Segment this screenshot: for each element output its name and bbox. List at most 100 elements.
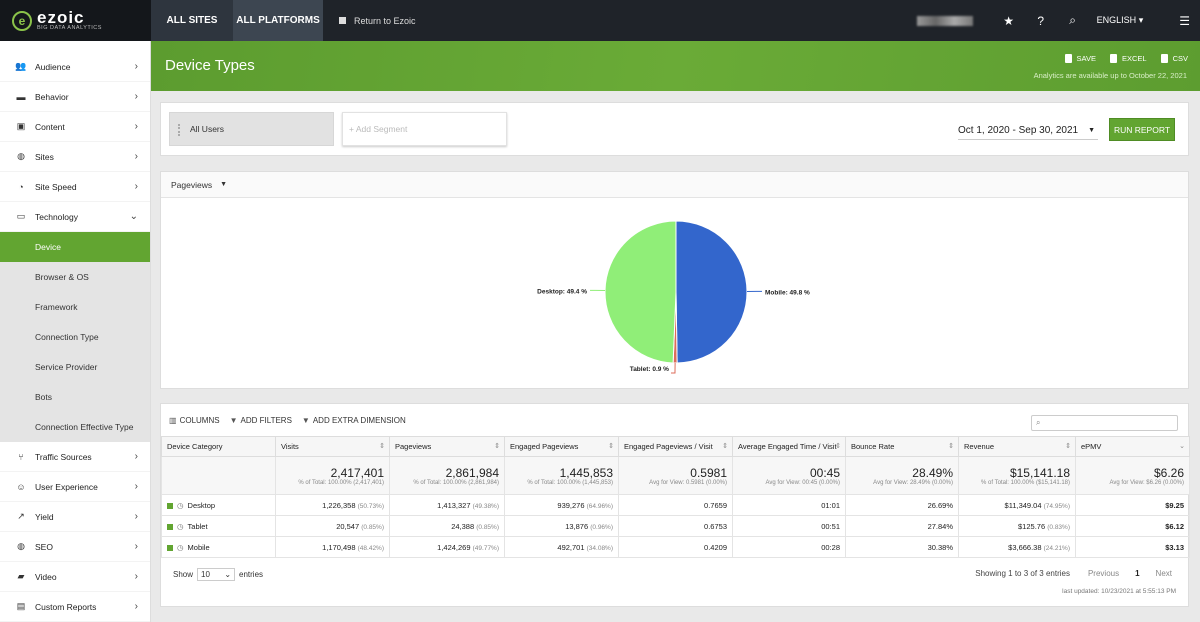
totals-label-cell	[161, 456, 276, 495]
cell-value: $125.76	[1018, 521, 1046, 531]
add-dimension-button[interactable]: ▼ ADD EXTRA DIMENSION	[302, 416, 406, 425]
epmv-cell: $6.12	[1075, 515, 1190, 537]
total-sub: % of Total: 100.00% (2,861,984)	[413, 479, 499, 486]
pie-slice-desktop[interactable]	[604, 220, 677, 364]
reports-icon: ▤	[16, 601, 26, 611]
sidebar-item-user-experience[interactable]: ☺ User Experience ›	[0, 472, 150, 502]
sort-icon: ⇕	[722, 443, 728, 450]
column-header-engaged-pageviews[interactable]: Engaged Pageviews ⇕	[504, 436, 619, 457]
sidebar-sub-connection-effective-type[interactable]: Connection Effective Type	[0, 412, 150, 442]
sidebar-sub-device[interactable]: Device	[0, 232, 150, 262]
sidebar-sub-connection-type[interactable]: Connection Type	[0, 322, 150, 352]
sidebar-item-custom-reports[interactable]: ▤ Custom Reports ›	[0, 592, 150, 622]
sidebar-sub-service-provider[interactable]: Service Provider	[0, 352, 150, 382]
device-pie-chart: Mobile: 49.8 % Tablet: 0.9 % Desktop: 49.4…	[537, 220, 810, 374]
top-right-controls: ★ ? ⌕ ENGLISH ▾ ☰	[916, 0, 1200, 41]
device-name: Mobile	[187, 542, 210, 552]
chevron-right-icon: ›	[134, 91, 138, 102]
entries-select[interactable]: 10 ⌄	[197, 568, 236, 581]
next-page-button[interactable]: Next	[1155, 569, 1172, 578]
sidebar-item-video[interactable]: ▰ Video ›	[0, 562, 150, 592]
metric-select[interactable]: Pageviews ▼	[161, 172, 1188, 198]
sidebar-sub-framework[interactable]: Framework	[0, 292, 150, 322]
column-header-avg-engaged-time[interactable]: Average Engaged Time / Visit ⇕	[732, 436, 846, 457]
segment-all-users[interactable]: All Users	[169, 112, 334, 146]
column-header-revenue[interactable]: Revenue ⇕	[958, 436, 1076, 457]
page-1-button[interactable]: 1	[1135, 569, 1140, 578]
engaged-cell: 492,701 (34.08%)	[504, 536, 619, 558]
sidebar-item-behavior[interactable]: ▬ Behavior ›	[0, 82, 150, 112]
save-button[interactable]: SAVE	[1064, 54, 1096, 63]
top-bar: e ezoic BIG DATA ANALYTICS ALL SITES ALL…	[0, 0, 1200, 41]
column-header-device-category[interactable]: Device Category	[161, 436, 276, 457]
cell-value: 1,413,327	[437, 500, 471, 510]
add-segment-button[interactable]: + Add Segment	[342, 112, 507, 146]
series-color-swatch	[167, 544, 173, 551]
sidebar-item-site-speed[interactable]: ◔ Site Speed ›	[0, 172, 150, 202]
tab-all-sites[interactable]: ALL SITES	[151, 0, 233, 41]
sidebar-item-seo[interactable]: ◍ SEO ›	[0, 532, 150, 562]
column-header-epmv[interactable]: ePMV ⌄	[1075, 436, 1190, 457]
add-filters-button[interactable]: ▼ ADD FILTERS	[230, 416, 292, 425]
sidebar-item-audience[interactable]: 👥 Audience ›	[0, 52, 150, 82]
table-row[interactable]: ◷ Tablet 20,547 (0.85%) 24,388 (0.85%) 13…	[161, 515, 1190, 537]
column-header-pageviews[interactable]: Pageviews ⇕	[389, 436, 505, 457]
sidebar-sub-browser-os[interactable]: Browser & OS	[0, 262, 150, 292]
csv-button[interactable]: CSV	[1160, 54, 1188, 63]
pie-slice-mobile[interactable]	[675, 220, 748, 364]
device-table: Device Category Visits ⇕ Pageviews ⇕ Engag…	[161, 436, 1190, 558]
visits-cell: 20,547 (0.85%)	[275, 515, 390, 537]
filter-icon: ▼	[301, 416, 310, 425]
epv-cell: 0.7659	[618, 494, 733, 516]
table-search-input[interactable]: ⌕	[1031, 415, 1178, 431]
cell-pct: (48.42%)	[357, 544, 384, 552]
excel-button[interactable]: EXCEL	[1109, 54, 1147, 63]
epv-cell: 0.6753	[618, 515, 733, 537]
behavior-icon: ▬	[16, 91, 26, 102]
show-label: Show	[173, 570, 194, 579]
sidebar-item-traffic-sources[interactable]: ⑂ Traffic Sources ›	[0, 442, 150, 472]
table-row[interactable]: ◷ Mobile 1,170,498 (48.42%) 1,424,269 (49…	[161, 536, 1190, 558]
menu-icon[interactable]: ☰	[1179, 13, 1190, 28]
total-sub: Avg for View: 0.5981 (0.00%)	[649, 479, 727, 486]
epmv-cell: $9.25	[1075, 494, 1190, 516]
cell-pct: (74.95%)	[1043, 502, 1070, 510]
save-label: SAVE	[1076, 54, 1096, 63]
totals-cell: 0.5981 Avg for View: 0.5981 (0.00%)	[618, 456, 733, 495]
visits-cell: 1,170,498 (48.42%)	[275, 536, 390, 558]
language-select[interactable]: ENGLISH ▾	[1097, 15, 1144, 26]
save-icon	[1064, 54, 1072, 63]
header-label: Engaged Pageviews / Visit	[624, 442, 713, 451]
table-row[interactable]: ◷ Desktop 1,226,358 (50.73%) 1,413,327 (4…	[161, 494, 1190, 516]
help-icon[interactable]: ?	[1037, 13, 1045, 28]
ezoic-logo[interactable]: e ezoic BIG DATA ANALYTICS	[0, 0, 151, 41]
run-report-button[interactable]: RUN REPORT	[1109, 118, 1175, 141]
column-header-engaged-pageviews-visit[interactable]: Engaged Pageviews / Visit ⇕	[618, 436, 733, 457]
sidebar-sub-bots[interactable]: Bots	[0, 382, 150, 412]
totals-cell: 28.49% Avg for View: 28.49% (0.00%)	[845, 456, 959, 495]
column-header-bounce-rate[interactable]: Bounce Rate ⇕	[845, 436, 959, 457]
star-icon[interactable]: ★	[1003, 13, 1015, 28]
bounce-cell: 26.69%	[845, 494, 959, 516]
page-header-band: Device Types SAVE EXCEL CSV Analytics ar…	[151, 41, 1200, 91]
columns-button[interactable]: ▥ COLUMNS	[169, 416, 220, 425]
chevron-right-icon: ›	[134, 571, 138, 582]
return-to-ezoic-link[interactable]: Return to Ezoic	[339, 16, 416, 26]
sidebar-item-label: Site Speed	[35, 181, 77, 192]
sidebar-item-technology[interactable]: ▭ Technology ⌄	[0, 202, 150, 232]
sidebar-item-content[interactable]: ▣ Content ›	[0, 112, 150, 142]
search-icon[interactable]: ⌕	[1069, 13, 1077, 27]
header-label: Device Category	[167, 442, 223, 451]
column-header-visits[interactable]: Visits ⇕	[275, 436, 390, 457]
sidebar-item-sites[interactable]: ◍ Sites ›	[0, 142, 150, 172]
cell-pct: (49.38%)	[472, 502, 499, 510]
tab-all-platforms[interactable]: ALL PLATFORMS	[233, 0, 323, 41]
total-value: 2,417,401	[330, 465, 384, 480]
time-cell: 01:01	[732, 494, 846, 516]
sidebar-item-yield[interactable]: ↗ Yield ›	[0, 502, 150, 532]
sidebar: 👥 Audience › ▬ Behavior › ▣ Content › ◍ …	[0, 41, 151, 622]
previous-page-button[interactable]: Previous	[1087, 569, 1120, 578]
drag-handle-icon	[178, 124, 182, 136]
chevron-down-icon: ▾	[1138, 15, 1144, 25]
date-range-picker[interactable]: Oct 1, 2020 - Sep 30, 2021 ▼	[958, 122, 1098, 140]
